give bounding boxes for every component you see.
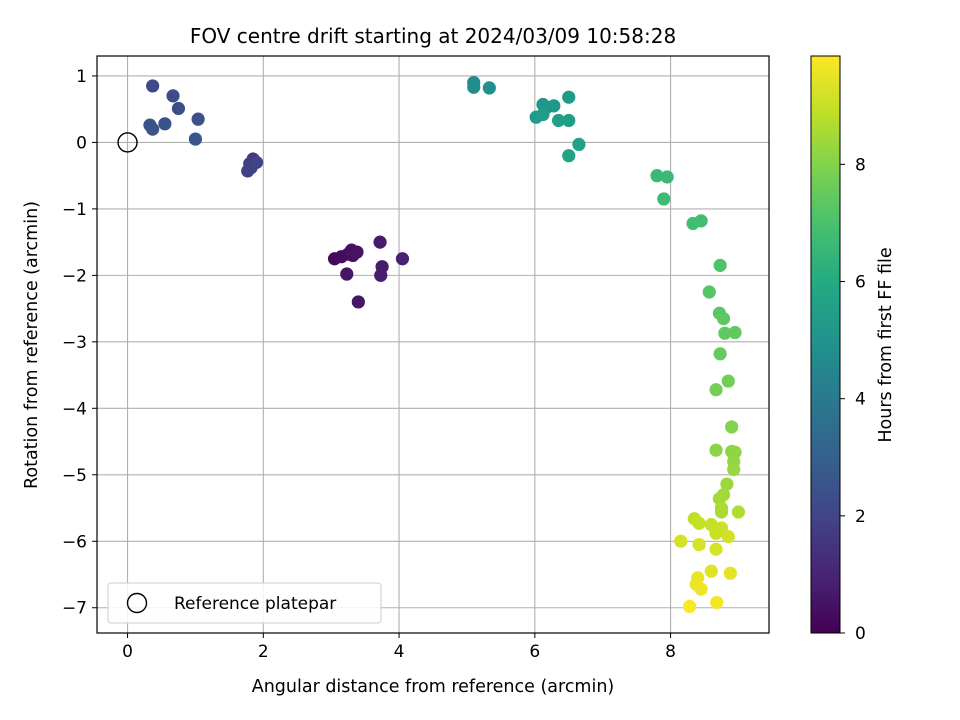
colorbar-tick-label: 8 — [855, 155, 866, 175]
data-point — [191, 112, 205, 126]
plot-frame — [96, 55, 770, 634]
data-point — [674, 534, 688, 548]
data-point — [551, 113, 566, 128]
data-point — [146, 79, 160, 93]
data-point — [709, 383, 723, 397]
x-tick-label: 4 — [394, 642, 405, 662]
y-tick-label: −4 — [62, 399, 87, 419]
legend-label-reference: Reference platepar — [174, 594, 336, 614]
colorbar-tick-label: 4 — [855, 390, 866, 410]
colorbar-ticks: 0 2 4 6 8 — [840, 155, 866, 644]
data-point — [709, 443, 723, 457]
data-point — [727, 462, 741, 477]
x-tick-label: 2 — [258, 642, 269, 662]
data-point — [704, 564, 718, 578]
colorbar-label: Hours from first FF file — [876, 247, 896, 442]
data-point — [572, 137, 586, 152]
colorbar-tick-label: 0 — [855, 624, 866, 644]
data-point — [714, 505, 729, 519]
y-tick-label: 1 — [76, 67, 87, 87]
x-tick-label: 0 — [122, 642, 133, 662]
data-point — [351, 295, 365, 309]
x-tick-label: 8 — [665, 642, 676, 662]
data-point — [188, 132, 203, 146]
legend-marker-reference — [126, 592, 148, 614]
data-point — [482, 81, 496, 95]
chart-title: FOV centre drift starting at 2024/03/09 … — [190, 24, 676, 48]
data-point — [710, 595, 724, 610]
reference-platepar-marker — [117, 132, 138, 153]
colorbar-tick-label: 2 — [855, 507, 866, 527]
grid-lines — [97, 56, 769, 633]
data-point — [702, 285, 716, 299]
y-tick-label: −5 — [62, 466, 87, 486]
legend-frame — [107, 582, 382, 624]
legend: Reference platepar — [107, 582, 382, 624]
data-point — [694, 582, 708, 596]
x-axis: 0 2 4 6 8 — [122, 633, 676, 662]
data-point — [562, 113, 576, 128]
y-tick-label: −3 — [62, 333, 87, 353]
colorbar — [810, 55, 841, 634]
x-axis-label: Angular distance from reference (arcmin) — [252, 677, 615, 697]
data-point — [692, 516, 706, 530]
data-point — [692, 537, 706, 552]
colorbar-tick-label: 6 — [855, 273, 866, 293]
data-point — [562, 149, 576, 163]
y-axis-label: Rotation from reference (arcmin) — [22, 201, 42, 489]
y-axis: 1 0 −1 −2 −3 −4 −5 −6 −7 — [62, 67, 97, 619]
y-tick-label: −6 — [62, 532, 87, 552]
data-point — [660, 170, 674, 184]
data-points — [117, 75, 746, 614]
data-point — [709, 542, 723, 556]
y-tick-label: −7 — [62, 599, 87, 619]
data-point — [146, 122, 160, 136]
y-tick-label: 0 — [76, 133, 87, 153]
data-point — [728, 325, 742, 340]
data-point — [650, 169, 664, 183]
data-point — [657, 192, 671, 206]
data-point — [249, 155, 264, 169]
data-point — [720, 477, 734, 491]
data-point — [547, 99, 561, 113]
x-tick-label: 6 — [529, 642, 540, 662]
data-point — [374, 268, 388, 282]
data-point — [723, 566, 737, 580]
data-point — [718, 326, 732, 340]
data-point — [731, 505, 746, 519]
data-point — [395, 252, 410, 266]
data-point — [467, 80, 481, 94]
data-point — [340, 267, 354, 281]
data-point — [716, 311, 731, 326]
data-point — [721, 530, 735, 544]
data-point — [709, 526, 723, 540]
data-point — [241, 164, 255, 178]
y-tick-label: −2 — [62, 266, 87, 286]
data-point — [713, 347, 727, 361]
data-point — [373, 235, 387, 249]
data-point — [686, 216, 700, 231]
data-point — [682, 599, 697, 614]
data-point — [721, 374, 735, 388]
data-point — [350, 245, 364, 259]
data-point — [725, 420, 739, 434]
y-tick-label: −1 — [62, 200, 87, 220]
data-point — [562, 90, 576, 104]
data-point — [171, 101, 186, 116]
data-point — [158, 117, 172, 131]
data-point — [536, 107, 550, 122]
data-point — [166, 89, 180, 103]
data-point — [713, 258, 727, 272]
